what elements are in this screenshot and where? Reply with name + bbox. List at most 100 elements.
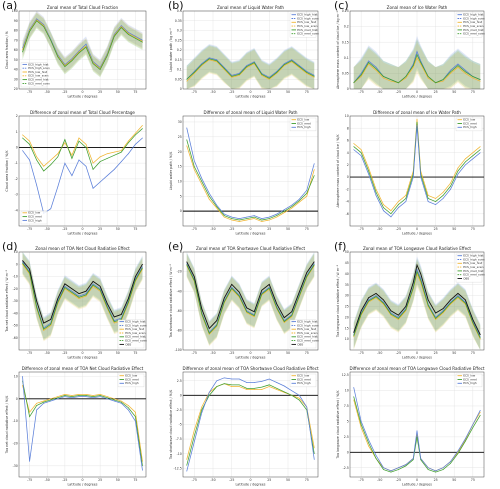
x-tick-label: 0	[81, 478, 83, 482]
y-tick-label: 4	[347, 151, 349, 155]
y-tick-label: -2.5	[343, 466, 349, 470]
data-point	[465, 299, 466, 301]
chart-panel-f_mean: (f) Zonal mean of TOA Longwave Cloud Radi…	[334, 240, 485, 360]
data-point	[92, 169, 94, 170]
data-point	[405, 310, 407, 312]
y-tick-label: 10	[345, 337, 349, 341]
data-point	[64, 66, 66, 67]
data-point	[268, 287, 270, 289]
data-point	[268, 78, 270, 80]
data-point	[353, 146, 355, 147]
data-point	[238, 294, 240, 296]
series-line-ECS_low	[22, 385, 143, 462]
data-point	[231, 76, 233, 78]
data-point	[186, 78, 188, 80]
y-tick-label: 10	[14, 375, 18, 379]
spread-band-ECS_low_hist	[186, 253, 315, 347]
data-point	[450, 182, 451, 184]
data-point	[201, 178, 203, 179]
legend-entry: ECS_med_scen	[297, 32, 319, 36]
data-point	[78, 295, 80, 297]
data-point	[479, 409, 481, 411]
y-tick-label: 2	[347, 163, 349, 167]
data-point	[457, 293, 459, 294]
series-line-ECS_med_hist	[186, 58, 315, 80]
data-point	[64, 142, 66, 144]
data-point	[36, 19, 37, 21]
panel-letter: (a)	[2, 0, 17, 12]
data-point	[99, 69, 101, 70]
data-point	[313, 263, 315, 265]
data-point	[368, 167, 369, 169]
y-tick-label: -40	[13, 311, 18, 315]
chart-panel-d_diff: Difference of zonal mean of TOA Net Clou…	[5, 366, 147, 487]
data-point	[92, 397, 94, 399]
data-point	[465, 164, 466, 166]
data-point	[298, 394, 300, 396]
legend-box	[20, 210, 48, 225]
data-point	[246, 219, 248, 221]
legend: ECS_high_histECS_high_scenECS_low_histEC…	[455, 13, 485, 38]
y-tick-label: 5	[347, 420, 349, 424]
data-point	[231, 283, 233, 285]
data-point	[472, 158, 474, 160]
x-tick-label: 75	[133, 351, 137, 355]
data-point	[375, 188, 377, 190]
data-point	[22, 262, 23, 264]
data-point	[353, 396, 355, 398]
data-point	[261, 219, 263, 221]
data-point	[208, 333, 210, 335]
data-point	[43, 165, 45, 167]
panel-letter: (e)	[168, 240, 183, 253]
data-point	[276, 73, 278, 74]
data-point	[142, 469, 143, 471]
data-point	[64, 393, 66, 395]
data-point	[276, 71, 278, 72]
data-point	[142, 40, 143, 42]
series-line-ECS_low_hist	[22, 19, 143, 70]
data-point	[238, 221, 240, 222]
y-tick-label: 15	[345, 326, 349, 330]
data-point	[398, 201, 399, 202]
series-line-ECS_low	[22, 125, 143, 167]
data-point	[416, 118, 418, 120]
data-point	[253, 215, 255, 216]
data-point	[216, 204, 218, 206]
x-tick-label: 50	[116, 351, 120, 355]
data-point	[375, 69, 377, 71]
data-point	[420, 279, 422, 281]
x-tick-label: 0	[249, 351, 251, 355]
data-point	[135, 37, 136, 39]
data-point	[142, 128, 143, 129]
data-point	[313, 75, 315, 77]
legend-box	[117, 373, 145, 388]
panel-letter: (c)	[334, 0, 349, 12]
y-tick-label: -30	[13, 464, 18, 468]
data-point	[92, 396, 94, 397]
data-point	[246, 387, 248, 389]
spread-band-ECS_med_hist	[353, 39, 481, 89]
data-point	[276, 216, 278, 218]
data-point	[142, 41, 143, 43]
data-point	[246, 312, 248, 314]
data-point	[201, 313, 203, 315]
x-tick-label: -50	[210, 227, 215, 231]
legend-entry: ECS_low	[463, 374, 476, 378]
legend: ECS_high_histECS_high_scenECS_low_histEC…	[289, 13, 319, 38]
data-point	[479, 411, 481, 413]
data-point	[223, 215, 225, 216]
data-point	[128, 33, 129, 34]
data-point	[135, 420, 136, 422]
data-point	[427, 77, 429, 79]
data-point	[85, 46, 87, 48]
data-point	[268, 218, 270, 219]
data-point	[416, 264, 418, 266]
data-point	[238, 218, 240, 219]
data-point	[208, 392, 210, 393]
y-axis-label: Toa net cloud radiative effect / W m⁻²	[5, 269, 9, 333]
data-point	[64, 287, 66, 288]
data-point	[416, 54, 418, 56]
data-point	[412, 459, 414, 461]
